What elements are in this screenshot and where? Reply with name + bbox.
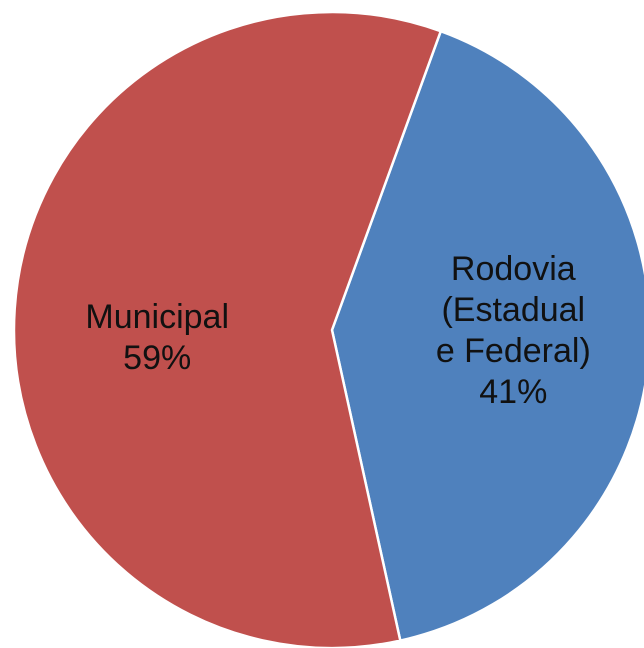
pie-slice-0 [330,29,644,642]
pie-category-label: Municipal [85,298,229,336]
pie-value-label: 59% [123,339,191,377]
pie-slice-1 [12,10,443,648]
pie-slices [12,10,644,648]
pie-value-label: 41% [479,373,547,411]
pie-labels: Rodovia (Estadual e Federal) 41% Municipal 59… [85,250,590,411]
pie-label-1: Municipal 59% [85,298,229,377]
pie-label-0: Rodovia (Estadual e Federal) 41% [436,250,591,411]
pie-category-label: e Federal) [436,332,591,370]
pie-category-label: Rodovia [451,250,576,288]
pie-category-label: (Estadual [441,291,585,329]
